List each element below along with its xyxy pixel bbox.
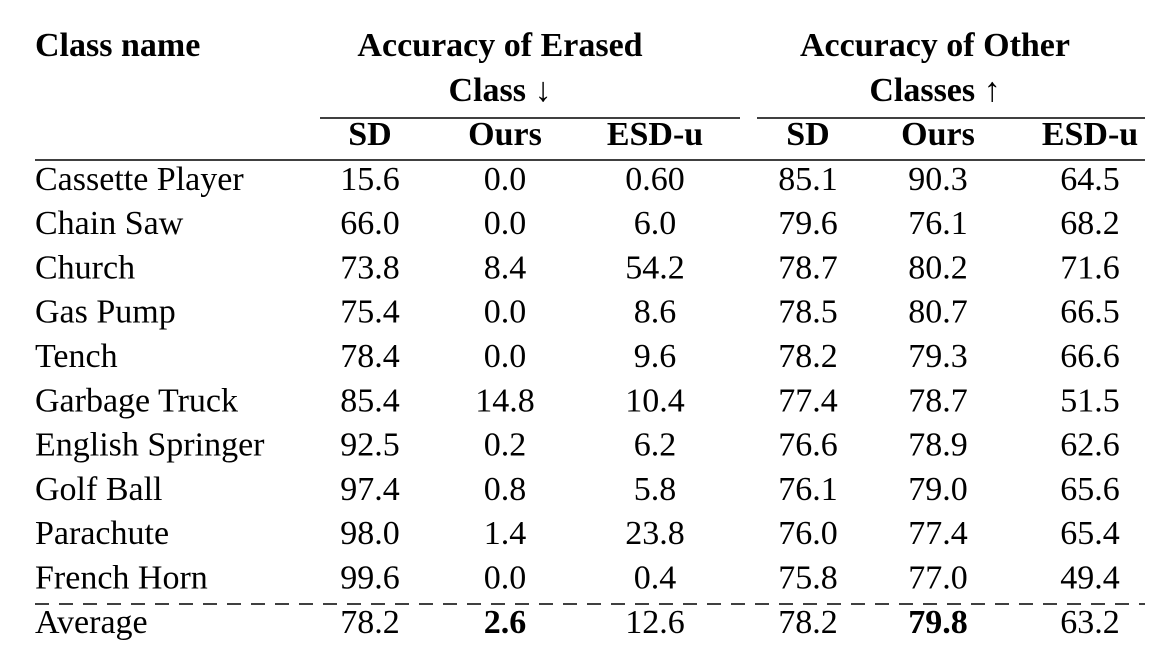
cell: 79.6 <box>778 205 838 242</box>
cell: 0.4 <box>634 559 677 596</box>
cell: 79.0 <box>908 471 968 508</box>
cell: 65.4 <box>1060 515 1120 552</box>
cell: 0.0 <box>484 205 527 242</box>
row-label: Garbage Truck <box>35 382 238 419</box>
cell: 51.5 <box>1060 382 1120 419</box>
cell: 0.60 <box>625 161 685 198</box>
cell: 6.0 <box>634 205 677 242</box>
cell: 66.6 <box>1060 338 1120 375</box>
cell: 15.6 <box>340 161 400 198</box>
column-header: SD <box>786 116 829 153</box>
cell: 79.8 <box>908 604 968 641</box>
cell: 97.4 <box>340 471 400 508</box>
cell: 76.1 <box>778 471 838 508</box>
cell: 76.6 <box>778 427 838 464</box>
cell: 5.8 <box>634 471 677 508</box>
cell: 12.6 <box>625 604 685 641</box>
cell: 78.7 <box>908 382 968 419</box>
row-label: French Horn <box>35 559 208 596</box>
row-label: Average <box>35 604 148 641</box>
cell: 92.5 <box>340 427 400 464</box>
cell: 85.4 <box>340 382 400 419</box>
cell: 1.4 <box>484 515 527 552</box>
cell: 80.7 <box>908 294 968 331</box>
cell: 2.6 <box>484 604 527 641</box>
cell: 10.4 <box>625 382 685 419</box>
cell: 66.0 <box>340 205 400 242</box>
cell: 99.6 <box>340 559 400 596</box>
group-title: Accuracy of Erased <box>357 27 642 64</box>
cell: 0.0 <box>484 294 527 331</box>
cell: 77.4 <box>908 515 968 552</box>
cell: 68.2 <box>1060 205 1120 242</box>
cell: 77.0 <box>908 559 968 596</box>
cell: 65.6 <box>1060 471 1120 508</box>
cell: 23.8 <box>625 515 685 552</box>
cell: 78.4 <box>340 338 400 375</box>
row-label: Tench <box>35 338 118 375</box>
row-label: Cassette Player <box>35 161 244 198</box>
column-header: Ours <box>468 116 542 153</box>
cell: 66.5 <box>1060 294 1120 331</box>
cell: 0.2 <box>484 427 527 464</box>
column-header: Ours <box>901 116 975 153</box>
cell: 62.6 <box>1060 427 1120 464</box>
row-label: English Springer <box>35 427 265 464</box>
cell: 78.7 <box>778 249 838 286</box>
group-title: Accuracy of Other <box>800 27 1070 64</box>
cell: 78.9 <box>908 427 968 464</box>
cell: 6.2 <box>634 427 677 464</box>
cell: 14.8 <box>475 382 535 419</box>
cell: 78.5 <box>778 294 838 331</box>
cell: 73.8 <box>340 249 400 286</box>
row-label: Parachute <box>35 515 169 552</box>
cell: 90.3 <box>908 161 968 198</box>
row-label: Church <box>35 249 135 286</box>
cell: 64.5 <box>1060 161 1120 198</box>
cell: 54.2 <box>625 249 685 286</box>
cell: 78.2 <box>778 338 838 375</box>
column-header: SD <box>348 116 391 153</box>
cell: 0.0 <box>484 161 527 198</box>
header-class-name: Class name <box>35 27 200 64</box>
cell: 76.0 <box>778 515 838 552</box>
column-header: ESD-u <box>607 116 703 153</box>
row-label: Chain Saw <box>35 205 184 242</box>
cell: 0.8 <box>484 471 527 508</box>
cell: 8.6 <box>634 294 677 331</box>
cell: 0.0 <box>484 338 527 375</box>
cell: 76.1 <box>908 205 968 242</box>
cell: 78.2 <box>778 604 838 641</box>
row-label: Gas Pump <box>35 294 176 331</box>
group-title: Class ↓ <box>449 72 552 109</box>
cell: 85.1 <box>778 161 838 198</box>
column-header: ESD-u <box>1042 116 1138 153</box>
cell: 75.8 <box>778 559 838 596</box>
cell: 78.2 <box>340 604 400 641</box>
cell: 80.2 <box>908 249 968 286</box>
cell: 49.4 <box>1060 559 1120 596</box>
cell: 63.2 <box>1060 604 1120 641</box>
cell: 77.4 <box>778 382 838 419</box>
cell: 9.6 <box>634 338 677 375</box>
row-label: Golf Ball <box>35 471 162 508</box>
cell: 0.0 <box>484 559 527 596</box>
group-title: Classes ↑ <box>869 72 1000 109</box>
cell: 98.0 <box>340 515 400 552</box>
cell: 71.6 <box>1060 249 1120 286</box>
cell: 75.4 <box>340 294 400 331</box>
cell: 8.4 <box>484 249 527 286</box>
cell: 79.3 <box>908 338 968 375</box>
